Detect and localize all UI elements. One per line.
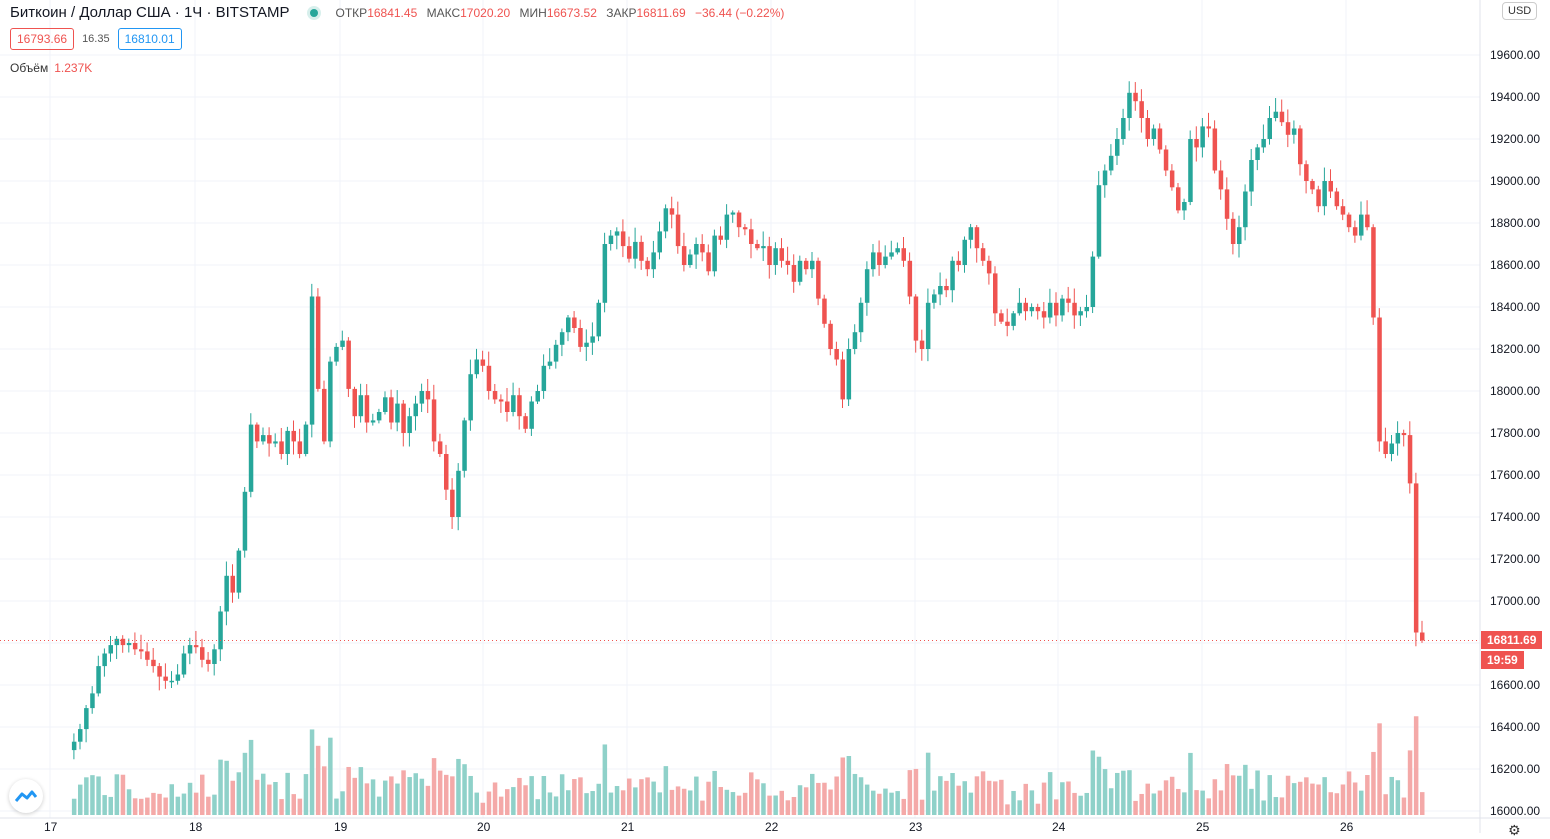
- svg-text:19000.00: 19000.00: [1490, 174, 1540, 188]
- tradingview-logo-icon[interactable]: [9, 779, 43, 813]
- sell-button[interactable]: 16793.66: [10, 28, 75, 50]
- svg-text:26: 26: [1340, 820, 1354, 833]
- svg-text:16000.00: 16000.00: [1490, 804, 1540, 818]
- ohlc-values: ОТКР16841.45 МАКС17020.20 МИН16673.52 ЗА…: [335, 5, 785, 20]
- svg-text:18: 18: [189, 820, 203, 833]
- svg-text:17600.00: 17600.00: [1490, 468, 1540, 482]
- last-price-tag: 16811.69: [1481, 631, 1543, 649]
- bar-countdown-tag: 19:59: [1481, 651, 1524, 669]
- svg-text:17800.00: 17800.00: [1490, 426, 1540, 440]
- svg-text:17: 17: [44, 820, 58, 833]
- svg-text:17400.00: 17400.00: [1490, 510, 1540, 524]
- svg-text:19: 19: [334, 820, 348, 833]
- spread-value: 16.35: [82, 33, 110, 45]
- svg-text:18200.00: 18200.00: [1490, 342, 1540, 356]
- svg-text:23: 23: [909, 820, 923, 833]
- volume-legend: Объём 1.237K: [10, 61, 93, 75]
- svg-text:20: 20: [477, 820, 491, 833]
- svg-text:16400.00: 16400.00: [1490, 720, 1540, 734]
- svg-text:18400.00: 18400.00: [1490, 300, 1540, 314]
- svg-text:18600.00: 18600.00: [1490, 258, 1540, 272]
- change-value: −36.44 (−0.22%): [695, 5, 785, 20]
- svg-text:19200.00: 19200.00: [1490, 132, 1540, 146]
- svg-text:24: 24: [1052, 820, 1066, 833]
- svg-text:18000.00: 18000.00: [1490, 384, 1540, 398]
- svg-text:21: 21: [621, 820, 635, 833]
- svg-text:19600.00: 19600.00: [1490, 48, 1540, 62]
- chart-legend: Биткоин / Доллар США · 1Ч · BITSTAMP ОТК…: [10, 4, 784, 21]
- svg-text:18800.00: 18800.00: [1490, 216, 1540, 230]
- quote-panel: 16793.66 16.35 16810.01: [10, 28, 182, 50]
- svg-text:17200.00: 17200.00: [1490, 552, 1540, 566]
- svg-text:19400.00: 19400.00: [1490, 90, 1540, 104]
- svg-text:17000.00: 17000.00: [1490, 594, 1540, 608]
- buy-button[interactable]: 16810.01: [117, 28, 182, 50]
- svg-text:25: 25: [1196, 820, 1210, 833]
- svg-text:16200.00: 16200.00: [1490, 762, 1540, 776]
- svg-text:22: 22: [765, 820, 779, 833]
- settings-gear-icon[interactable]: ⚙: [1508, 822, 1521, 838]
- svg-text:16600.00: 16600.00: [1490, 678, 1540, 692]
- currency-button[interactable]: USD: [1502, 2, 1538, 20]
- market-status-dot-icon: [309, 8, 318, 17]
- symbol-title[interactable]: Биткоин / Доллар США · 1Ч · BITSTAMP: [10, 4, 290, 21]
